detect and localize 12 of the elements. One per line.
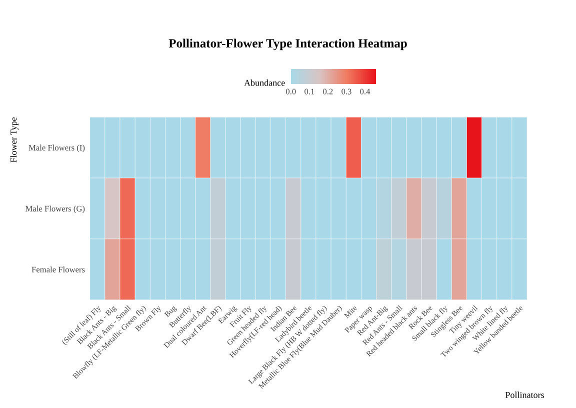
x-axis-title: Pollinators	[505, 392, 544, 398]
chart-title: Pollinator-Flower Type Interaction Heatmap	[168, 38, 407, 50]
color-bar-label: 0.2	[323, 88, 333, 94]
color-bar-label: 0.4	[360, 88, 370, 94]
y-tick-label: Female Flowers	[32, 266, 85, 272]
color-bar-label: 0.1	[304, 88, 314, 94]
color-bar-label: 0.3	[342, 88, 352, 94]
color-bar-title: Abundance	[244, 80, 285, 86]
y-axis-title: Flower Type	[10, 117, 19, 162]
color-bar-label: 0.0	[286, 88, 296, 94]
y-tick-label: Male Flowers (I)	[28, 144, 85, 152]
y-tick-label: Male Flowers (G)	[26, 206, 85, 214]
